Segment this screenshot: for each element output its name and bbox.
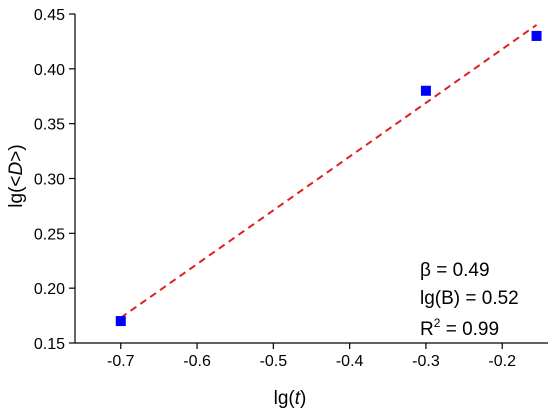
data-point — [420, 85, 431, 96]
beta-annotation: β = 0.49 — [420, 260, 490, 281]
y-tick-label: 0.35 — [34, 117, 65, 134]
x-tick-label: -0.2 — [488, 353, 516, 370]
y-ticks: 0.15 0.20 0.25 0.30 0.35 0.40 0.45 — [34, 7, 75, 353]
y-tick-label: 0.40 — [34, 62, 65, 79]
x-tick-label: -0.3 — [412, 353, 440, 370]
y-tick-label: 0.30 — [34, 172, 65, 189]
y-tick-label: 0.15 — [34, 336, 65, 353]
r2-annotation: R2 = 0.99 — [420, 316, 499, 340]
data-point — [531, 30, 542, 41]
y-tick-label: 0.45 — [34, 7, 65, 24]
x-tick-label: -0.4 — [336, 353, 364, 370]
series-layer — [115, 24, 542, 327]
lgb-annotation: lg(B) = 0.52 — [420, 288, 519, 309]
y-tick-label: 0.25 — [34, 226, 65, 243]
y-axis-title: lg(<D>) — [6, 144, 27, 207]
x-ticks: -0.7 -0.6 -0.5 -0.4 -0.3 -0.2 — [107, 343, 516, 370]
x-tick-label: -0.5 — [260, 353, 288, 370]
data-point — [115, 316, 126, 327]
fit-line — [120, 24, 538, 319]
x-axis-title: lg(t) — [274, 388, 307, 409]
x-tick-label: -0.7 — [107, 353, 135, 370]
y-tick-label: 0.20 — [34, 281, 65, 298]
x-tick-label: -0.6 — [183, 353, 211, 370]
